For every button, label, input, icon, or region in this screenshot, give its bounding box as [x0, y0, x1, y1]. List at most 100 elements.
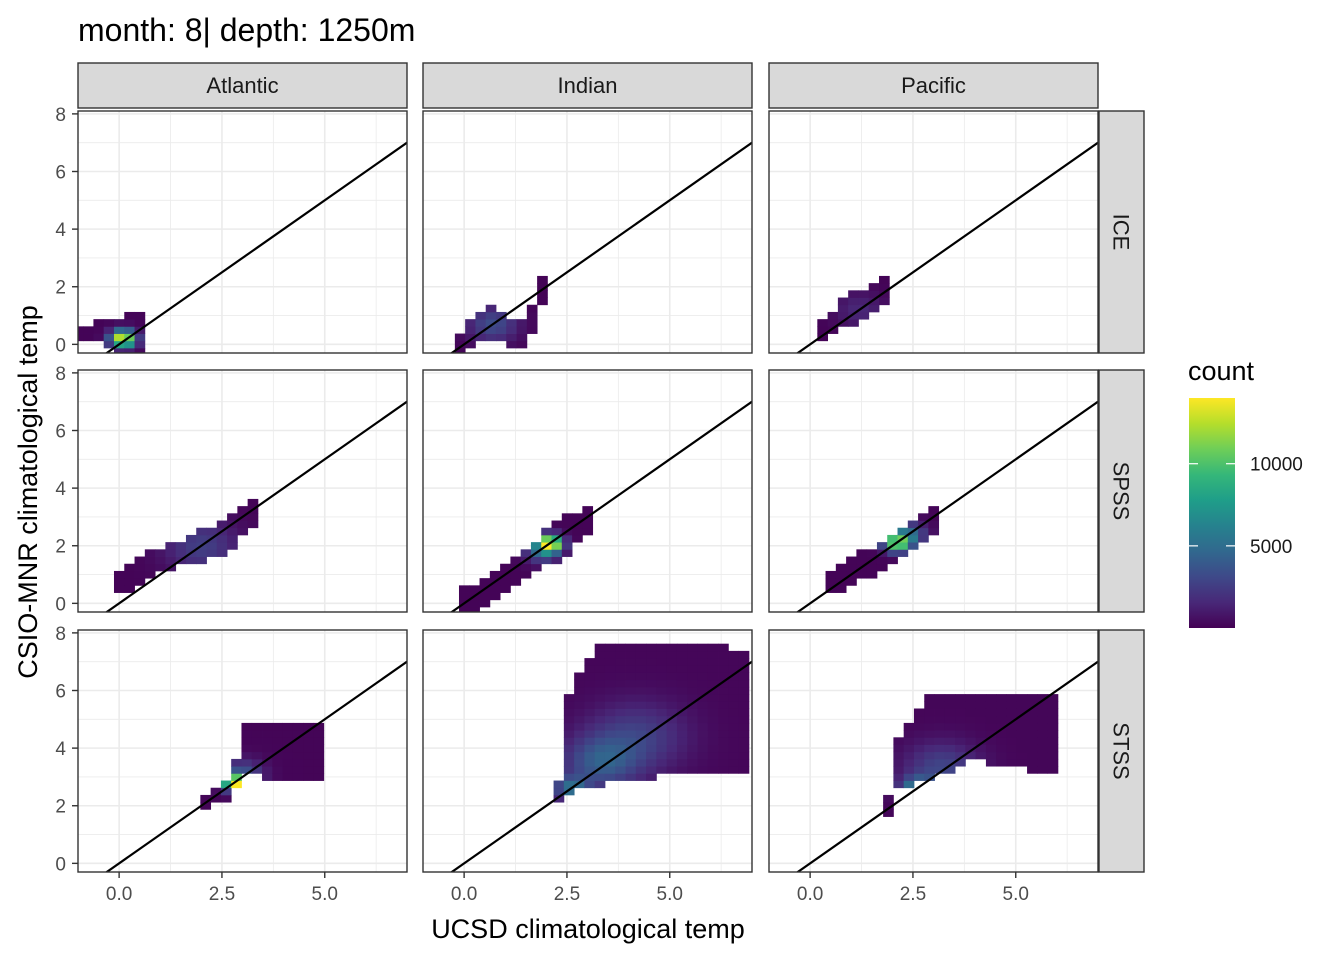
heat-tile: [718, 679, 729, 688]
heat-tile: [893, 773, 905, 781]
heat-tile: [738, 658, 750, 666]
heat-tile: [303, 737, 314, 745]
strip-indian: Indian: [422, 62, 753, 109]
heat-tile: [551, 520, 563, 529]
heat-tile: [965, 701, 977, 709]
panel-border: [77, 110, 408, 354]
heat-tile: [1047, 722, 1059, 731]
heat-tile: [835, 585, 847, 593]
heat-tile: [1006, 708, 1018, 717]
heat-tile: [537, 297, 548, 306]
x-tick-label: 5.0: [657, 884, 683, 905]
y-tick-label: 4: [55, 479, 66, 500]
heat-tile: [944, 758, 956, 767]
heat-tile: [604, 658, 616, 666]
panel-border: [422, 629, 753, 873]
heat-tile: [975, 701, 987, 709]
heat-tile: [262, 773, 273, 781]
heat-tile: [944, 730, 956, 738]
heat-tile: [656, 766, 668, 774]
heat-tile: [707, 701, 719, 709]
heat-tile: [479, 578, 491, 586]
heat-tile: [282, 758, 294, 767]
heat-tile: [646, 694, 657, 702]
heat-tile: [646, 766, 657, 774]
heat-tile: [604, 751, 616, 760]
heat-tile: [625, 730, 637, 738]
heat-tile: [220, 787, 232, 796]
heat-tile: [965, 751, 977, 760]
x-axis-title: UCSD climatological temp: [431, 914, 745, 944]
heat-tile: [584, 722, 596, 731]
panels-layer: [77, 110, 1099, 873]
heat-tile: [975, 722, 987, 731]
heat-tile: [144, 563, 156, 572]
heat-tile: [996, 751, 1007, 760]
heat-tile: [200, 794, 212, 803]
heat-tile: [216, 542, 228, 550]
heat-tile: [646, 650, 657, 659]
heat-tile: [272, 751, 283, 760]
heat-tile: [282, 737, 294, 745]
heat-tile: [656, 701, 668, 709]
heat-tile: [879, 275, 890, 284]
heat-tile: [124, 326, 135, 334]
heat-tile: [837, 297, 849, 306]
heat-tile: [506, 333, 517, 342]
x-tick-label: 2.5: [209, 884, 235, 905]
heat-tile: [563, 708, 575, 717]
reference-line: [104, 141, 407, 353]
heat-tile: [924, 737, 935, 745]
heat-tile: [738, 694, 750, 702]
strip-atlantic: Atlantic: [77, 62, 408, 109]
heat-tile: [1027, 751, 1038, 760]
heat-tile: [848, 297, 859, 306]
heat-tile: [625, 679, 637, 688]
heat-tile: [1006, 758, 1018, 767]
heat-tile: [134, 578, 146, 586]
heat-tile: [985, 722, 997, 731]
heat-tile: [666, 701, 678, 709]
heat-tile: [454, 333, 466, 342]
heat-tile: [965, 744, 977, 753]
heat-tile: [656, 737, 668, 745]
heat-tile: [897, 527, 909, 536]
heat-tile: [944, 737, 956, 745]
heat-tile: [604, 758, 616, 767]
heat-tile: [666, 751, 678, 760]
heat-tile: [928, 527, 940, 536]
heat-tile: [216, 549, 228, 557]
heat-tile: [924, 773, 935, 781]
heat-tile: [313, 744, 325, 753]
heat-tile: [303, 751, 314, 760]
x-tick-label: 0.0: [106, 884, 132, 905]
heat-tile: [83, 333, 94, 342]
heat-tile: [635, 744, 647, 753]
strip-background: [77, 62, 408, 109]
heat-tile: [858, 304, 870, 313]
heat-tile: [563, 758, 575, 767]
heat-tile: [282, 766, 294, 774]
heat-tile: [846, 578, 857, 586]
heat-tile: [231, 773, 242, 781]
heat-tile: [918, 513, 929, 521]
heat-tile: [465, 333, 476, 342]
heat-tile: [615, 658, 626, 666]
heat-tile: [955, 758, 966, 767]
heat-tile: [604, 701, 616, 709]
heat-tile: [646, 715, 657, 724]
heat-tile: [537, 283, 548, 291]
heat-tile: [563, 780, 575, 789]
heat-tile: [1006, 722, 1018, 731]
heat-tile: [231, 766, 242, 774]
heat-tile: [1037, 722, 1049, 731]
heat-tile: [272, 773, 283, 781]
heat-tile: [574, 766, 585, 774]
heat-tile: [124, 578, 135, 586]
heat-tile: [635, 701, 647, 709]
heat-tile: [924, 701, 935, 709]
heat-tile: [1047, 715, 1059, 724]
bin2d-tiles: [200, 722, 325, 810]
heat-tile: [1027, 744, 1038, 753]
heat-tile: [817, 326, 829, 334]
